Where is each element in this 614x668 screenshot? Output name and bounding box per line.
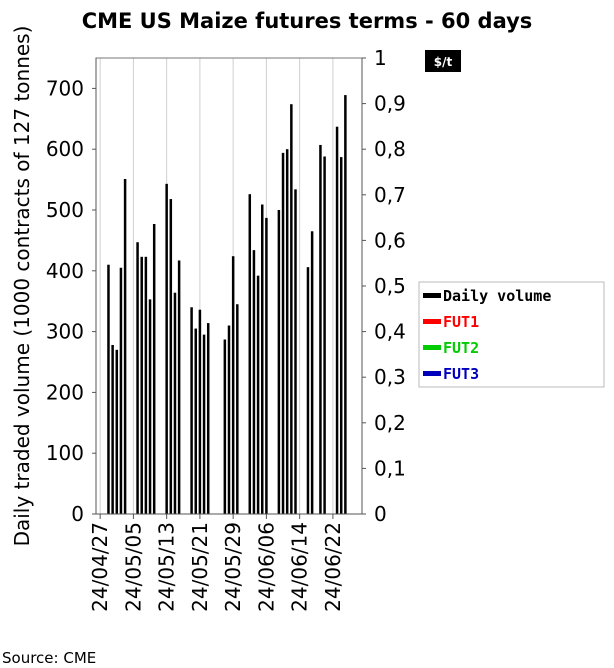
y-tick-label-3: 300	[46, 320, 84, 344]
legend-swatch-2	[423, 345, 441, 350]
y2-tick-label-0: 0	[374, 502, 387, 526]
y-axis-label: Daily traded volume (1000 contracts of 1…	[10, 26, 34, 547]
bar-27	[265, 217, 268, 515]
x-tick-label-7: 24/06/22	[321, 522, 345, 612]
x-ticks: 24/04/27 24/05/05 24/05/13 24/05/21 24/05/29…	[88, 514, 345, 612]
bar-7	[144, 256, 148, 514]
y2-tick-label-7: 0,7	[374, 183, 406, 207]
bar-20	[227, 325, 231, 514]
x-tick-label-5: 24/06/06	[254, 522, 278, 612]
y-tick-label-4: 400	[46, 259, 84, 283]
y-tick-label-6: 600	[46, 137, 84, 161]
legend-swatch-0	[423, 293, 441, 298]
bar-11	[169, 199, 173, 514]
y2-tick-label-3: 0,3	[374, 365, 406, 389]
bar-38	[339, 157, 343, 514]
bar-22	[236, 304, 239, 514]
legend-label-2: FUT2	[443, 339, 479, 357]
bar-32	[294, 189, 297, 514]
legend-swatch-1	[423, 319, 441, 324]
x-tick-label-3: 24/05/21	[188, 522, 212, 612]
chart-title: CME US Maize futures terms - 60 days	[82, 9, 533, 33]
legend-label-0: Daily volume	[443, 287, 551, 305]
bar-6	[140, 256, 143, 514]
bar-21	[231, 256, 235, 514]
x-tick-label-1: 24/05/05	[121, 522, 145, 612]
bar-36	[323, 156, 326, 514]
y2-tick-label-10: 1	[374, 46, 387, 70]
bar-12	[173, 292, 177, 514]
unit-label: $/t	[434, 55, 453, 69]
bar-13	[177, 260, 181, 514]
bar-19	[223, 339, 227, 514]
bar-18	[206, 323, 210, 514]
y2-tick-label-1: 0,1	[374, 456, 406, 480]
legend-swatch-3	[423, 371, 441, 376]
grid	[99, 58, 334, 514]
bar-26	[261, 204, 264, 514]
y2-tick-label-2: 0,2	[374, 411, 406, 435]
bar-5	[136, 242, 139, 514]
unit-badge-bg	[425, 50, 461, 72]
y-tick-label-0: 0	[71, 502, 84, 526]
unit-badge: $/t	[425, 50, 461, 72]
legend: Daily volume FUT1 FUT2 FUT3	[418, 281, 605, 388]
bar-24	[252, 250, 256, 515]
legend-label-3: FUT3	[443, 365, 479, 383]
bar-10	[165, 183, 168, 514]
x-tick-label-0: 24/04/27	[88, 522, 112, 612]
y-tick-label-1: 100	[46, 441, 84, 465]
y-tick-label-7: 700	[46, 76, 84, 100]
bar-37	[335, 126, 339, 514]
bar-2	[115, 349, 119, 514]
bar-34	[310, 231, 314, 514]
x-tick-label-4: 24/05/29	[221, 522, 245, 612]
bar-23	[248, 194, 252, 514]
bar-39	[344, 95, 347, 514]
y2-tick-label-6: 0,6	[374, 228, 406, 252]
y-tick-label-5: 500	[46, 198, 84, 222]
bar-16	[198, 309, 202, 514]
bar-3	[119, 267, 123, 514]
bar-8	[148, 299, 152, 514]
bar-25	[256, 275, 260, 514]
y2-tick-label-9: 0,9	[374, 92, 406, 116]
y2-tick-label-8: 0,8	[374, 137, 406, 161]
y-tick-label-2: 200	[46, 380, 84, 404]
bar-0	[107, 264, 110, 514]
bar-14	[190, 307, 193, 514]
y-ticks-left: 0 100 200 300 400 500 600 700	[46, 76, 96, 526]
y-ticks-right: 0 0,1 0,2 0,3 0,4 0,5 0,6 0,7 0,8 0,9 1	[362, 46, 406, 526]
bar-33	[306, 267, 310, 514]
legend-label-1: FUT1	[443, 313, 479, 331]
bars	[107, 95, 347, 515]
bar-17	[202, 334, 206, 514]
bar-31	[290, 104, 293, 514]
x-tick-label-2: 24/05/13	[155, 522, 179, 612]
bar-30	[285, 149, 289, 514]
bar-35	[319, 144, 322, 514]
x-tick-label-6: 24/06/14	[288, 522, 312, 612]
bar-15	[194, 328, 197, 514]
y2-tick-label-5: 0,5	[374, 274, 406, 298]
bar-4	[123, 178, 127, 514]
legend-box	[418, 281, 605, 388]
bar-28	[277, 210, 281, 514]
bar-1	[111, 344, 114, 514]
source-note: Source: CME	[2, 649, 96, 667]
bar-29	[281, 152, 285, 514]
bar-9	[152, 223, 156, 514]
y2-tick-label-4: 0,4	[374, 320, 406, 344]
